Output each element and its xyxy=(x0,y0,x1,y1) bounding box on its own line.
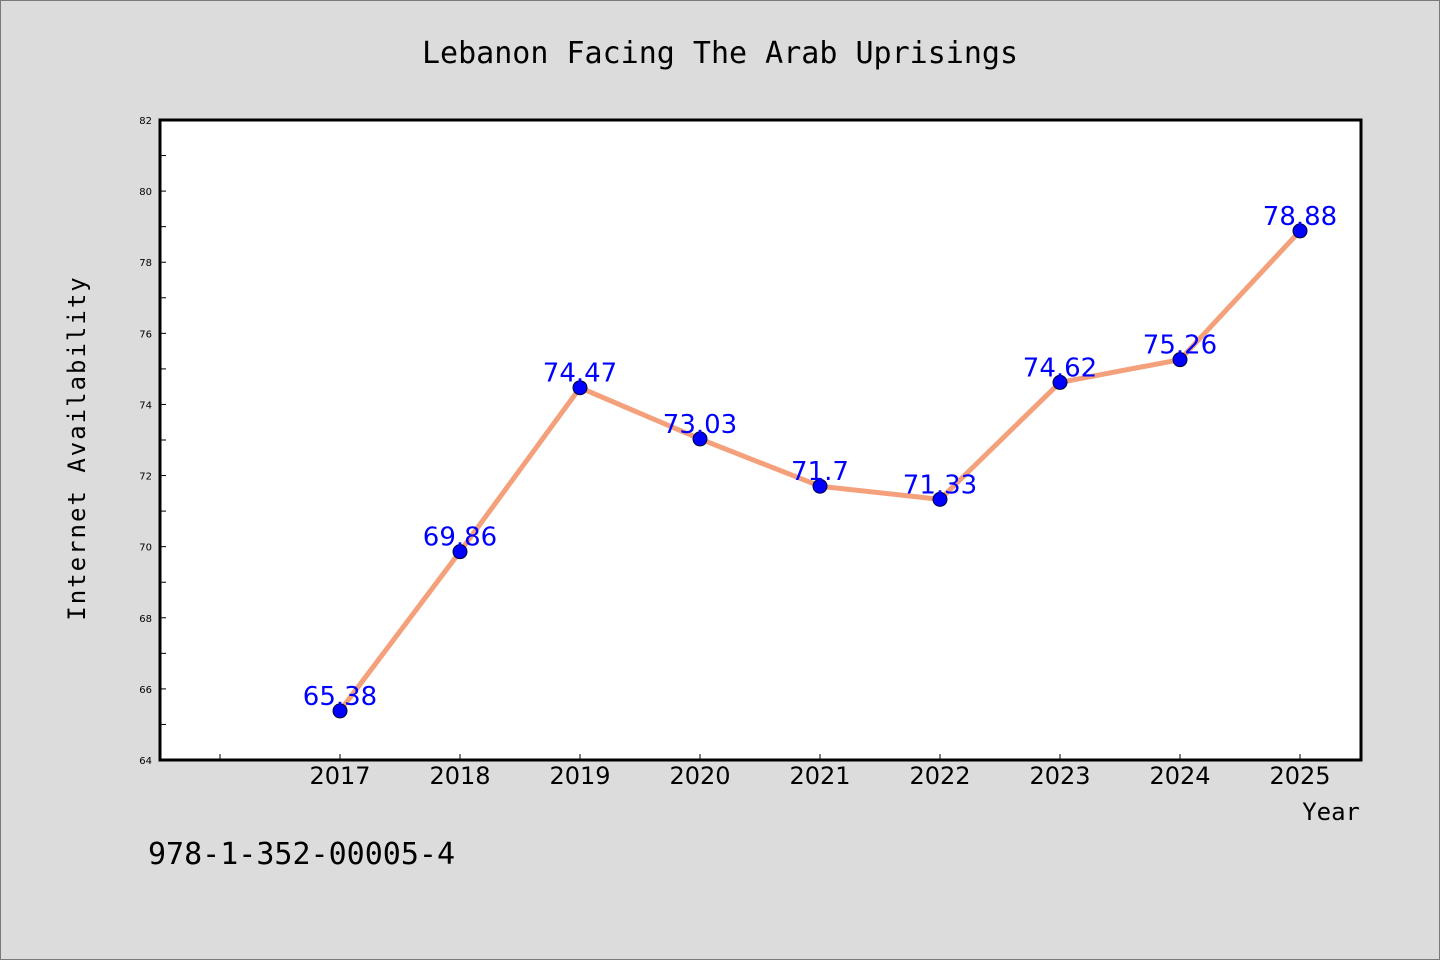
y-axis: 64 66 68 70 72 74 76 78 80 82 xyxy=(139,116,166,767)
data-point xyxy=(692,431,708,447)
data-point xyxy=(932,491,948,507)
data-point xyxy=(1292,223,1308,239)
y-tick-label: 80 xyxy=(139,187,152,198)
data-label: 78.88 xyxy=(1263,202,1337,232)
data-point xyxy=(332,703,348,719)
x-tick-label: 2025 xyxy=(1269,762,1330,790)
plot-area xyxy=(158,118,1363,762)
y-tick-label: 72 xyxy=(139,472,152,483)
y-tick-label: 74 xyxy=(139,400,152,411)
y-tick-label: 82 xyxy=(139,116,152,127)
data-label: 71.7 xyxy=(791,457,849,487)
series-markers xyxy=(332,223,1308,719)
data-labels: 65.38 69.86 74.47 73.03 71.7 71.33 74.62 75.26 7… xyxy=(303,202,1337,712)
x-tick-label: 2023 xyxy=(1029,762,1090,790)
data-point xyxy=(812,478,828,494)
data-label: 71.33 xyxy=(903,470,977,500)
data-label: 75.26 xyxy=(1143,331,1217,361)
x-axis: 2017 2018 2019 2020 2021 2022 2023 2024 2025 xyxy=(219,754,1331,790)
x-tick-label: 2022 xyxy=(909,762,970,790)
data-label: 73.03 xyxy=(663,410,737,440)
isbn-text: 978-1-352-00005-4 xyxy=(148,837,455,872)
y-tick-label: 68 xyxy=(139,614,152,625)
x-tick-label: 2018 xyxy=(429,762,490,790)
x-tick-label: 2017 xyxy=(309,762,370,790)
x-tick-label: 2024 xyxy=(1149,762,1210,790)
data-label: 69.86 xyxy=(423,523,497,553)
y-tick-label: 76 xyxy=(139,329,152,340)
y-axis-label: Internet Availability xyxy=(63,275,91,620)
x-tick-label: 2019 xyxy=(549,762,610,790)
x-axis-label: Year xyxy=(1302,798,1360,826)
data-point xyxy=(452,544,468,560)
y-tick-label: 66 xyxy=(139,685,152,696)
y-tick-label: 78 xyxy=(139,258,152,269)
data-label: 65.38 xyxy=(303,682,377,712)
y-tick-label: 70 xyxy=(139,543,152,554)
x-tick-label: 2020 xyxy=(669,762,730,790)
data-label: 74.62 xyxy=(1023,353,1097,383)
data-point xyxy=(1052,374,1068,390)
data-point xyxy=(1172,352,1188,368)
x-tick-label: 2021 xyxy=(789,762,850,790)
data-point xyxy=(572,380,588,396)
chart-title: Lebanon Facing The Arab Uprisings xyxy=(422,36,1018,71)
data-label: 74.47 xyxy=(543,359,617,389)
y-tick-label: 64 xyxy=(139,756,152,767)
